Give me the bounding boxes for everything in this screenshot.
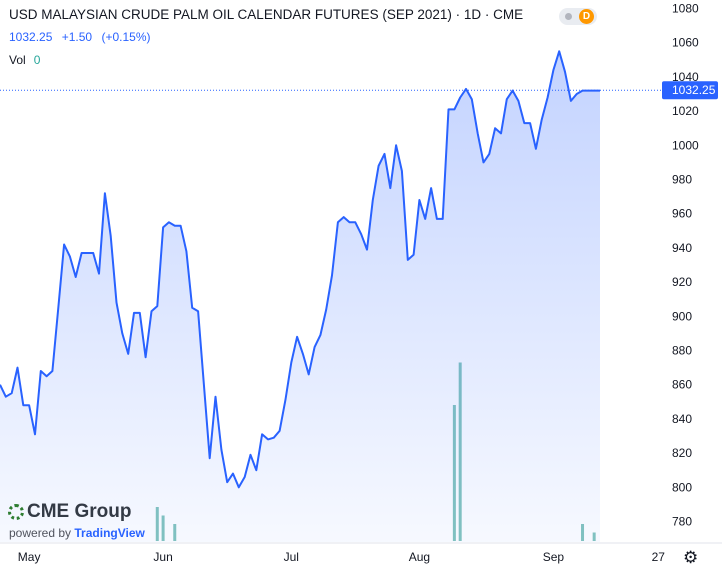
delay-status-pill[interactable]: D	[559, 8, 597, 25]
time-tick-label: Jun	[153, 550, 172, 564]
powered-by-label: powered by	[9, 526, 72, 540]
globe-icon	[8, 504, 24, 520]
price-tick-label: 1020	[672, 104, 699, 118]
price-tick-label: 1040	[672, 70, 699, 84]
time-tick-label: Sep	[543, 550, 565, 564]
price-tick-label: 920	[672, 275, 692, 289]
tradingview-link[interactable]: TradingView	[74, 526, 145, 540]
price-tick-label: 1080	[672, 2, 699, 16]
quote-line: 1032.25 +1.50 (+0.15%)	[9, 30, 156, 44]
status-dot-icon	[565, 13, 572, 20]
time-tick-label: May	[18, 550, 41, 564]
volume-label: Vol	[9, 53, 26, 67]
price-change-percent: (+0.15%)	[101, 30, 151, 44]
cme-group-logo[interactable]: CME Group	[8, 501, 132, 523]
price-tick-label: 800	[672, 480, 692, 494]
price-tick-label: 820	[672, 446, 692, 460]
price-tick-label: 880	[672, 344, 692, 358]
chart-title: USD MALAYSIAN CRUDE PALM OIL CALENDAR FU…	[9, 7, 524, 22]
time-tick-label: Jul	[284, 550, 299, 564]
price-line[interactable]	[0, 50, 600, 489]
powered-by-tradingview[interactable]: powered by TradingView	[9, 526, 145, 540]
price-tick-label: 900	[672, 309, 692, 323]
price-tick-label: 980	[672, 173, 692, 187]
price-tick-label: 1000	[672, 138, 699, 152]
price-tick-label: 860	[672, 378, 692, 392]
price-tick-label: 780	[672, 514, 692, 528]
price-tick-label: 1060	[672, 36, 699, 50]
time-tick-label: Aug	[409, 550, 430, 564]
price-area-fill	[0, 51, 600, 543]
time-axis[interactable]: May Jun Jul Aug Sep 27	[0, 542, 722, 564]
price-change: +1.50	[61, 30, 93, 44]
current-price-label: 1032.25	[672, 83, 716, 97]
gear-icon[interactable]: ⚙	[683, 548, 699, 567]
current-price-badge: 1032.25	[662, 81, 718, 100]
price-tick-label: 960	[672, 207, 692, 221]
volume-legend: Vol 0	[9, 53, 40, 67]
delayed-badge: D	[579, 9, 594, 24]
volume-value: 0	[33, 53, 41, 67]
last-price: 1032.25	[9, 30, 53, 44]
price-tick-label: 840	[672, 412, 692, 426]
price-tick-label: 940	[672, 241, 692, 255]
logo-text: CME Group	[27, 501, 132, 522]
price-axis[interactable]: 780 800 820 840 860 880 900 920 940 960 980 1000 102…	[672, 2, 699, 529]
time-tick-label: 27	[652, 550, 666, 564]
